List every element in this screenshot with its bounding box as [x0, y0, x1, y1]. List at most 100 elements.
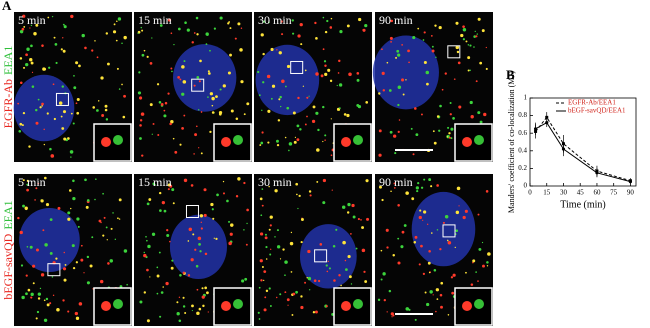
plot-frame	[529, 97, 637, 187]
puncta	[146, 268, 149, 272]
puncta	[449, 113, 452, 116]
puncta	[435, 288, 439, 292]
puncta	[68, 189, 72, 192]
puncta	[348, 275, 352, 279]
puncta	[306, 115, 308, 118]
puncta	[54, 43, 58, 46]
puncta	[61, 85, 64, 88]
puncta	[222, 192, 226, 195]
puncta	[158, 100, 162, 104]
puncta	[207, 72, 211, 75]
puncta	[204, 286, 207, 290]
puncta	[324, 30, 328, 34]
puncta	[279, 105, 282, 108]
puncta	[190, 184, 194, 187]
puncta	[287, 304, 289, 306]
puncta	[207, 70, 210, 73]
puncta	[23, 66, 26, 69]
puncta	[439, 104, 442, 108]
puncta	[279, 258, 282, 260]
puncta	[422, 219, 424, 221]
puncta	[234, 37, 237, 40]
puncta	[118, 218, 121, 220]
puncta	[350, 283, 353, 285]
puncta	[260, 141, 264, 145]
puncta	[317, 128, 320, 132]
puncta	[458, 105, 462, 109]
puncta	[435, 56, 437, 59]
puncta	[188, 227, 193, 232]
puncta	[381, 71, 385, 75]
puncta	[21, 295, 25, 300]
puncta	[436, 229, 439, 231]
puncta	[324, 139, 326, 141]
puncta	[44, 243, 48, 247]
puncta	[112, 30, 117, 34]
puncta	[419, 209, 422, 212]
puncta	[266, 74, 271, 79]
puncta	[228, 220, 231, 223]
puncta	[342, 240, 346, 245]
puncta	[433, 268, 437, 272]
puncta	[89, 264, 93, 268]
inset	[333, 287, 372, 326]
puncta	[300, 43, 303, 46]
inset-spot	[221, 137, 231, 147]
puncta	[74, 311, 79, 316]
puncta	[126, 283, 128, 286]
micrograph: 90 min	[375, 174, 493, 326]
puncta	[60, 48, 63, 51]
puncta	[22, 204, 25, 208]
puncta	[296, 193, 298, 196]
puncta	[464, 209, 468, 213]
puncta	[100, 76, 104, 80]
puncta	[177, 27, 181, 31]
puncta	[227, 71, 231, 75]
puncta	[25, 208, 28, 211]
puncta	[195, 16, 199, 20]
puncta	[215, 95, 218, 99]
puncta	[98, 219, 102, 223]
puncta	[364, 24, 368, 28]
puncta	[469, 69, 471, 72]
puncta	[485, 190, 489, 193]
puncta	[347, 254, 351, 259]
puncta	[146, 202, 150, 206]
puncta	[63, 137, 67, 141]
puncta	[156, 266, 159, 269]
puncta	[161, 201, 166, 205]
puncta	[156, 274, 160, 278]
puncta	[449, 101, 452, 104]
puncta	[330, 118, 332, 120]
puncta	[167, 92, 170, 95]
puncta	[243, 181, 246, 185]
row-label: bEGF-savQD EEA1	[1, 200, 15, 299]
data-point	[628, 180, 633, 184]
puncta	[385, 228, 389, 232]
puncta	[196, 33, 199, 36]
puncta	[240, 80, 244, 84]
puncta	[428, 271, 431, 274]
puncta	[292, 292, 296, 296]
puncta	[100, 221, 102, 224]
puncta	[295, 182, 299, 186]
puncta	[326, 19, 329, 23]
puncta	[207, 96, 209, 98]
puncta	[397, 85, 402, 89]
puncta	[346, 24, 350, 28]
inset-spot	[341, 301, 351, 311]
puncta	[297, 96, 300, 100]
inset-spot	[353, 135, 363, 145]
puncta	[440, 281, 444, 285]
puncta	[307, 276, 312, 281]
puncta	[380, 249, 383, 252]
puncta	[315, 111, 319, 115]
puncta	[49, 251, 53, 255]
puncta	[228, 241, 232, 246]
puncta	[335, 228, 338, 231]
puncta	[315, 72, 319, 76]
puncta	[62, 49, 66, 53]
puncta	[390, 40, 392, 43]
puncta	[163, 109, 166, 112]
